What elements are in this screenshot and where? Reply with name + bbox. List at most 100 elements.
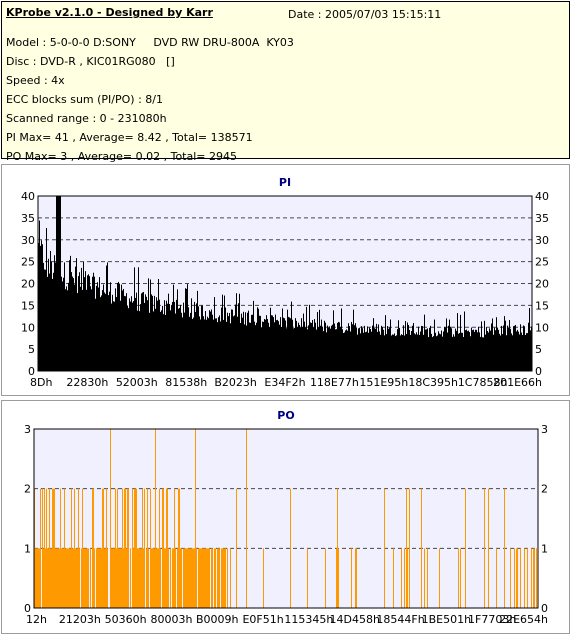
pi-bar — [385, 315, 386, 371]
pi-bar — [280, 317, 281, 371]
po-bar — [132, 488, 133, 608]
po-bar — [188, 548, 189, 608]
pi-bar — [165, 314, 166, 371]
pi-bar — [220, 321, 221, 371]
po-bar — [112, 548, 113, 608]
pi-bar — [451, 328, 452, 371]
pi-bar — [50, 251, 51, 371]
pi-bar — [68, 282, 69, 371]
pi-bar — [84, 277, 85, 371]
pi-bar — [319, 309, 320, 371]
po-bar — [45, 548, 46, 608]
po-bar — [87, 548, 88, 608]
pi-bar — [429, 327, 430, 371]
po-bar — [180, 548, 181, 608]
pi-bar — [189, 316, 190, 371]
pi-bar — [129, 298, 130, 371]
pi-bar — [338, 321, 339, 371]
po-bar — [175, 548, 176, 608]
pi-bar — [474, 331, 475, 371]
po-bar — [179, 488, 180, 608]
pi-bar — [264, 318, 265, 371]
pi-bar — [219, 315, 220, 371]
pi-bar — [131, 296, 132, 371]
pi-bar — [297, 327, 298, 371]
po-bar — [51, 548, 52, 608]
pi-bar — [304, 321, 305, 371]
pi-bar — [483, 337, 484, 371]
pi-bar — [45, 269, 46, 371]
pi-bar — [521, 332, 522, 371]
pi-bar — [148, 278, 149, 371]
pi-bar — [349, 326, 350, 371]
pi-bar — [416, 332, 417, 371]
pi-bar — [325, 322, 326, 371]
pi-bar — [331, 325, 332, 371]
pi-bar — [262, 321, 263, 371]
pi-bar — [46, 228, 47, 371]
pi-bar — [188, 307, 189, 371]
pi-bar — [257, 307, 258, 371]
po-bar — [43, 548, 44, 608]
pi-bar — [292, 319, 293, 371]
pi-bar — [134, 267, 135, 371]
pi-bar — [128, 308, 129, 371]
pi-bar — [411, 331, 412, 371]
po-bar — [223, 548, 224, 608]
x-tick-label: 115345h — [284, 613, 333, 626]
pi-bar — [479, 332, 480, 371]
pi-bar — [339, 322, 340, 371]
pi-bar — [81, 267, 82, 371]
x-tick-label: 118E77h — [310, 376, 359, 389]
po-bar — [69, 548, 70, 608]
pi-bar — [176, 299, 177, 371]
pi-bar — [409, 329, 410, 371]
pi-bar — [40, 245, 41, 371]
po-bar — [97, 548, 98, 608]
pi-bar — [251, 314, 252, 371]
po-bar — [130, 548, 131, 608]
pi-bar — [104, 292, 105, 371]
pi-bar — [124, 295, 125, 371]
po-bar — [439, 548, 440, 608]
pi-bar — [222, 294, 223, 371]
x-tick-label: 1C7858h — [458, 376, 508, 389]
po-bar — [355, 548, 356, 608]
po-chart-panel: PO 0 0 1 1 2 2 3 3 12h 21203h 50360h 80003h B0009h E0F… — [1, 400, 570, 634]
pi-bar — [524, 326, 525, 371]
pi-bar — [181, 312, 182, 371]
pi-bar — [311, 322, 312, 371]
pi-bar — [215, 318, 216, 371]
po-bar — [72, 548, 73, 608]
pi-bar — [302, 326, 303, 371]
pi-bar — [110, 282, 111, 371]
po-bar — [83, 548, 84, 608]
pi-bar — [157, 300, 158, 371]
po-bars — [34, 429, 537, 608]
pi-bar — [428, 337, 429, 371]
pi-bar — [431, 333, 432, 371]
pi-bar — [271, 315, 272, 371]
pi-bar — [516, 331, 517, 371]
pi-bar — [159, 299, 160, 371]
po-bar — [160, 548, 161, 608]
po-bar — [113, 548, 114, 608]
pi-bar — [400, 335, 401, 371]
pi-bar — [59, 196, 60, 371]
pi-bar — [199, 316, 200, 371]
pi-bar — [97, 282, 98, 371]
po-bar — [117, 488, 118, 608]
pi-bar — [39, 220, 40, 371]
pi-bar — [492, 318, 493, 371]
pi-bar — [274, 322, 275, 371]
pi-bar — [44, 269, 45, 371]
po-bar — [458, 548, 459, 608]
pi-bar — [314, 319, 315, 371]
po-bar — [204, 548, 205, 608]
pi-bar — [343, 333, 344, 371]
pi-bar — [402, 335, 403, 371]
pi-bar — [296, 320, 297, 371]
pi-bar — [179, 307, 180, 371]
po-bar — [199, 548, 200, 608]
pi-bar — [485, 334, 486, 371]
